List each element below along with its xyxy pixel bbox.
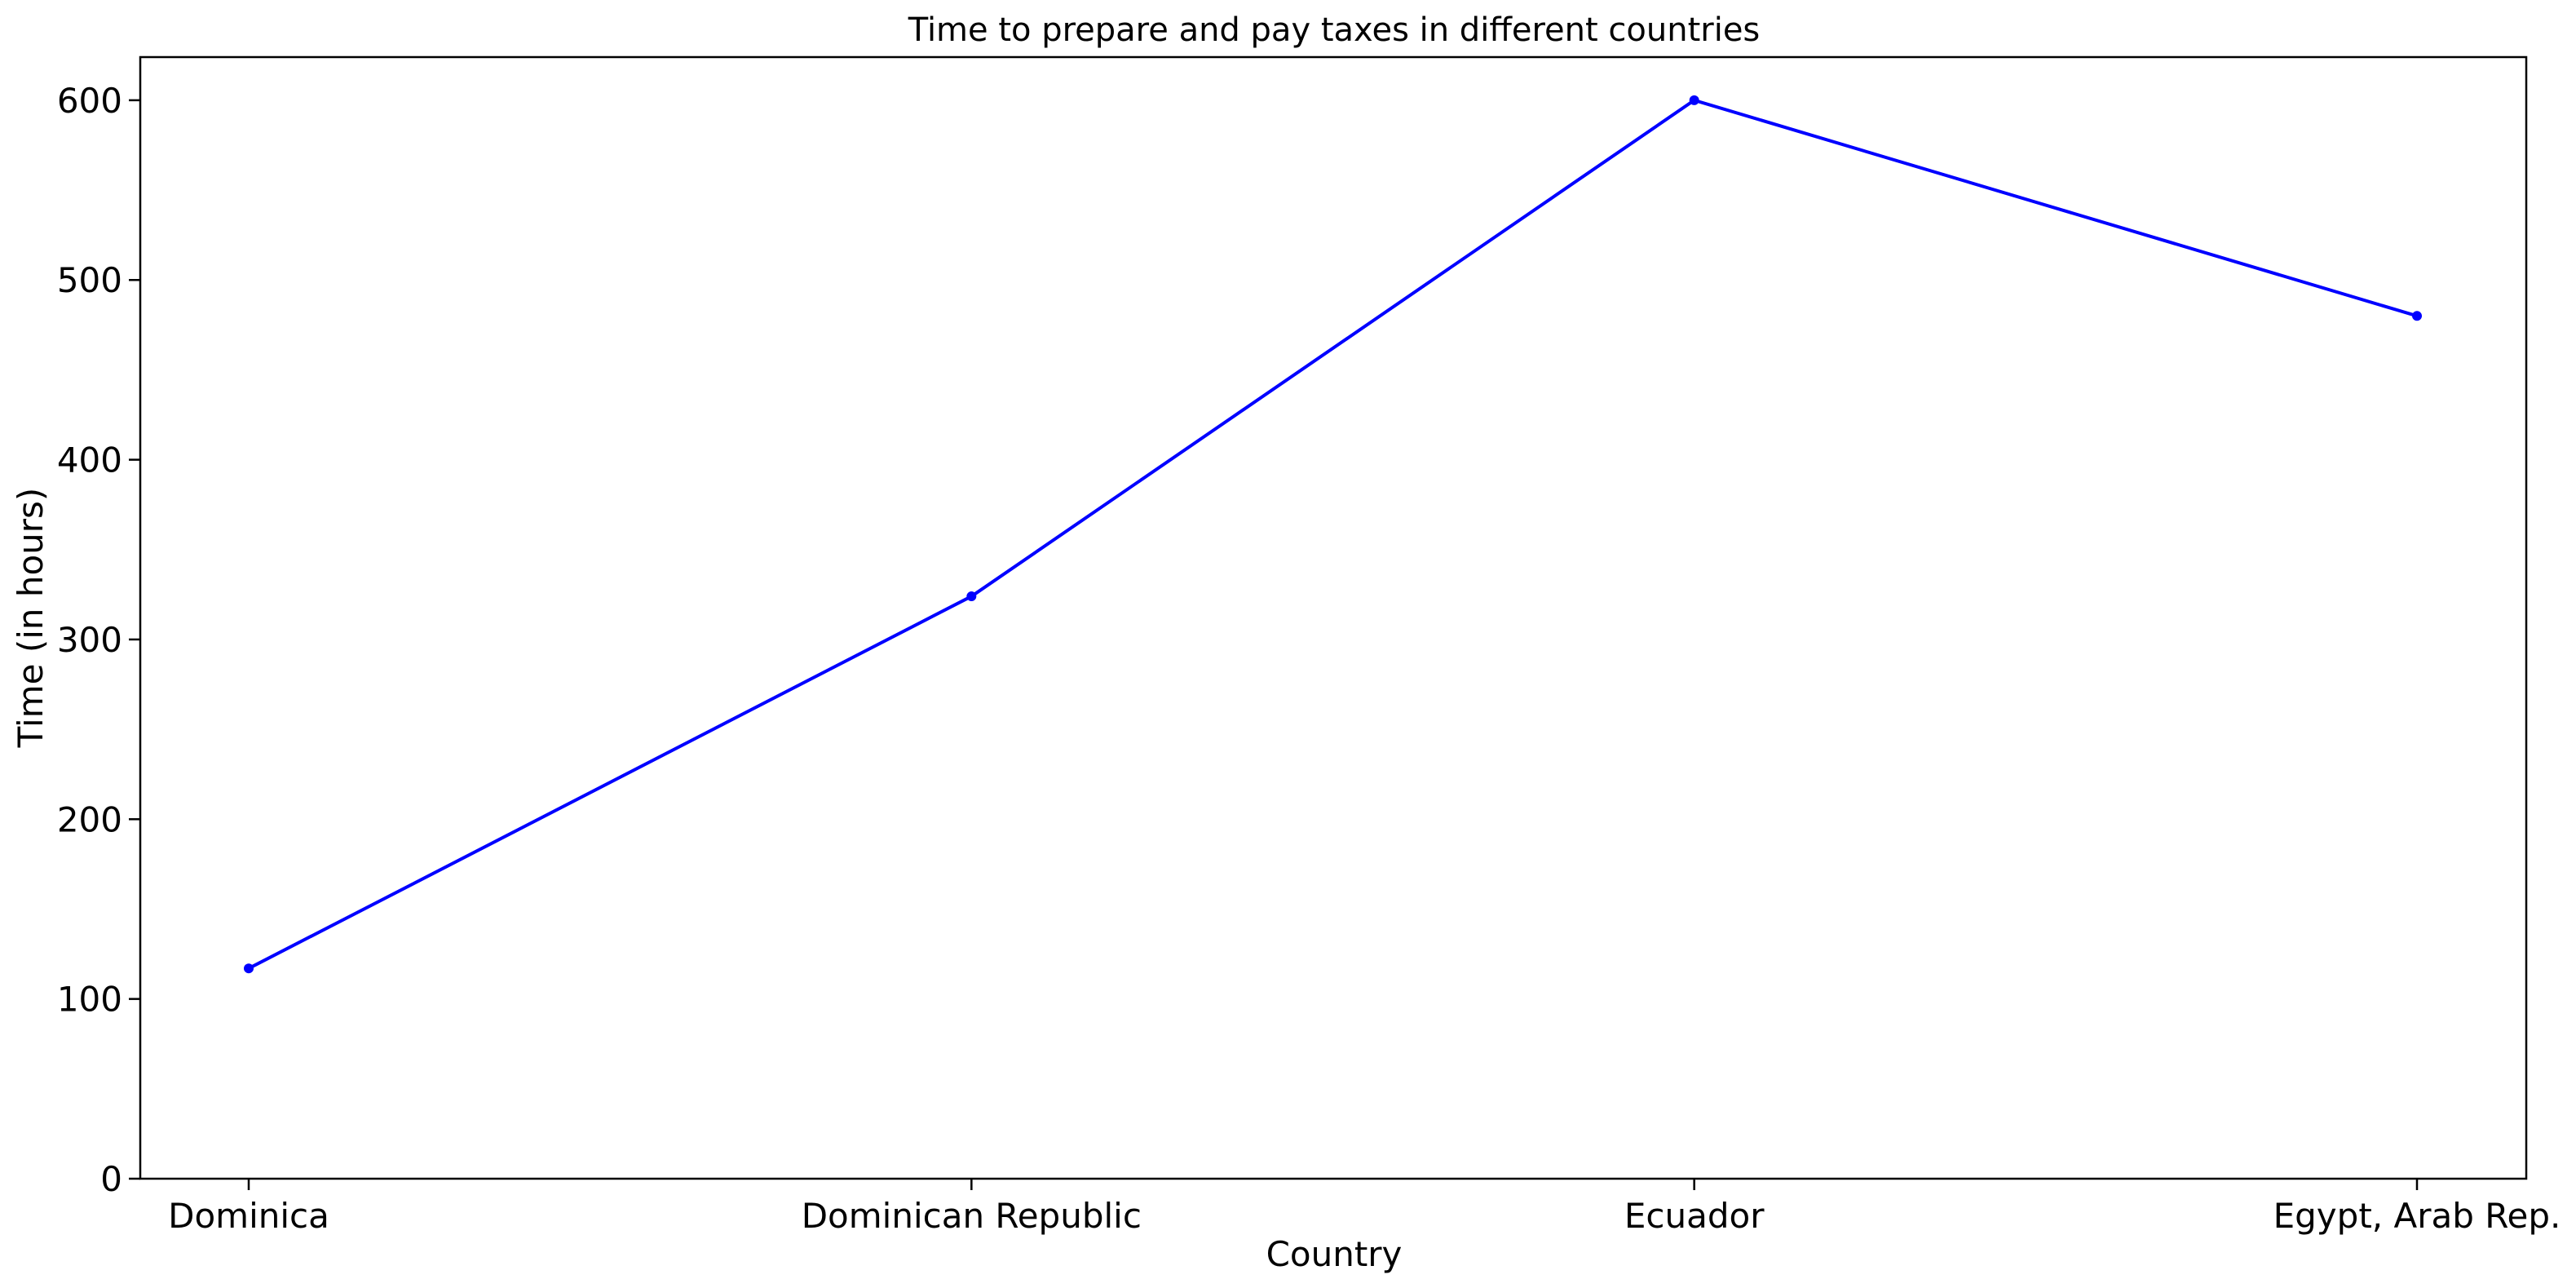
x-axis-ticks: Dominica Dominican Republic Ecuador Egypt, … [168,1179,2561,1236]
x-tick-label: Ecuador [1624,1196,1765,1236]
series-line [248,98,2418,970]
y-tick-label: 100 [57,980,122,1020]
y-tick-label: 300 [57,620,122,660]
y-axis-ticks: 0 100 200 300 400 500 600 [57,81,140,1199]
x-tick-label: Dominican Republic [802,1196,1142,1236]
y-axis-label: Time (in hours) [11,488,51,749]
y-tick-label: 0 [100,1159,122,1199]
x-tick-label: Dominica [168,1196,329,1236]
data-point [1689,95,1699,105]
x-tick-label: Egypt, Arab Rep. [2273,1196,2561,1236]
y-tick-label: 400 [57,440,122,480]
y-tick-label: 500 [57,260,122,300]
data-point [244,963,254,974]
y-tick-label: 600 [57,81,122,121]
data-point [2412,311,2422,321]
data-point [966,591,977,602]
series-layer [244,95,2422,974]
plot-area-frame [139,55,2528,1180]
x-axis-label: Country [1266,1234,1403,1274]
chart-title: Time to prepare and pay taxes in differe… [908,11,1761,49]
y-tick-label: 200 [57,799,122,839]
